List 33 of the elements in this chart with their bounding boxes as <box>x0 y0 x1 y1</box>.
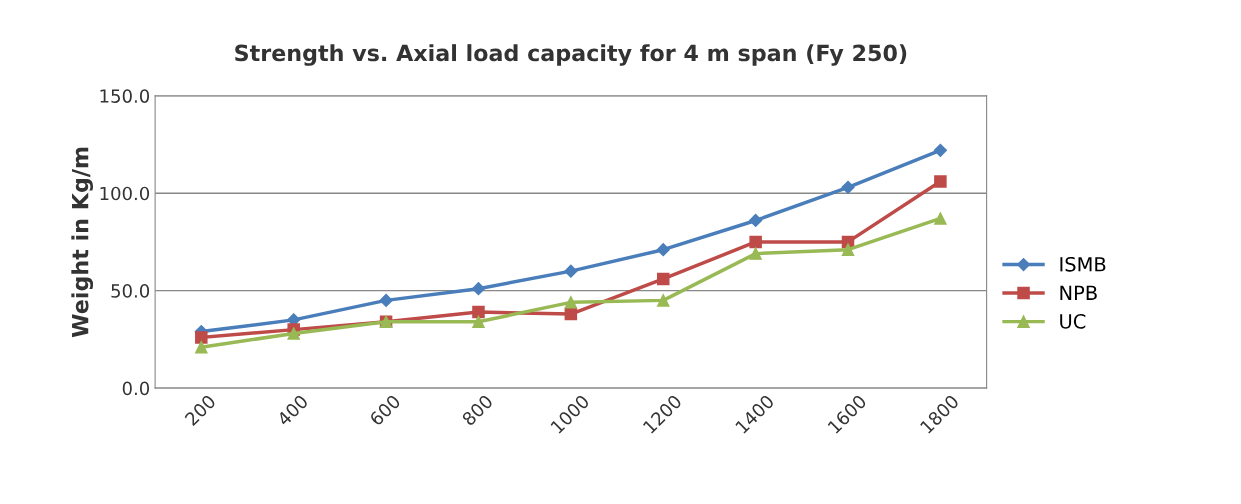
point <box>749 247 762 260</box>
legend-label: NPB <box>1060 285 1097 300</box>
point <box>841 180 855 194</box>
legend-label: ISMB <box>1060 256 1106 272</box>
point <box>933 143 947 157</box>
point <box>656 272 670 286</box>
point <box>471 282 486 296</box>
y-tick-label: 50.0 <box>111 284 150 298</box>
point <box>656 294 670 307</box>
point <box>934 212 947 225</box>
point <box>472 305 485 319</box>
point <box>472 315 485 329</box>
y-tick-label: 0.0 <box>122 381 150 396</box>
chart-title: Strength vs. Axial load capacity for 4 m span (Fy 250) <box>235 44 907 66</box>
point <box>287 327 300 340</box>
legend-label: UC <box>1060 314 1086 329</box>
point <box>749 213 763 228</box>
point <box>195 340 208 354</box>
point <box>379 293 393 307</box>
x-tick-label: 400 <box>276 394 309 427</box>
point <box>841 243 855 256</box>
point <box>656 243 670 257</box>
point <box>195 331 208 344</box>
x-tick-label: 200 <box>184 394 217 427</box>
y-tick-label: 150.0 <box>100 89 150 103</box>
x-tick-label: 800 <box>461 394 494 427</box>
point <box>749 235 762 249</box>
point <box>564 296 578 309</box>
x-tick-label: 600 <box>368 394 402 427</box>
y-tick-label: 100.0 <box>100 186 150 201</box>
point <box>934 175 947 188</box>
y-axis-title: Weight in Kg/m <box>71 147 94 338</box>
point <box>564 264 578 278</box>
